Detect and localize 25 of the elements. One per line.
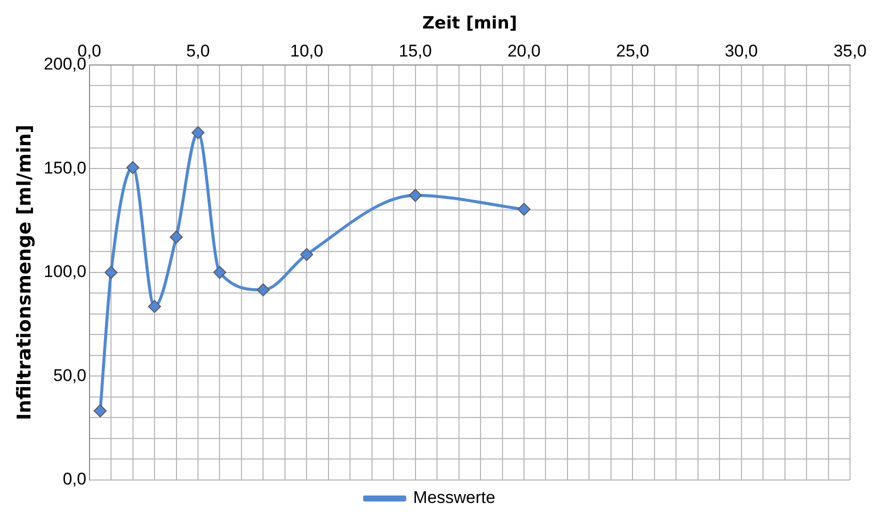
x-axis-title: Zeit [min]: [422, 14, 518, 34]
point: [104, 266, 118, 279]
point: [170, 230, 183, 244]
y-tick-label: 50,0: [53, 366, 86, 385]
y-tick-label: 0,0: [62, 470, 86, 489]
point: [256, 283, 270, 296]
point: [126, 161, 140, 174]
point: [94, 404, 107, 418]
point: [518, 202, 531, 216]
point: [408, 188, 422, 202]
x-tick-label: 20,0: [507, 41, 541, 60]
legend-label: Messwerte: [413, 488, 496, 508]
x-tick-label: 15,0: [398, 41, 432, 60]
point: [192, 126, 205, 140]
x-tick-label: 10,0: [290, 41, 324, 60]
x-tick-label: 25,0: [616, 41, 650, 60]
y-tick-label: 150,0: [44, 158, 86, 178]
point: [213, 266, 226, 279]
point: [300, 248, 314, 262]
point: [148, 300, 162, 313]
x-tick-label: 30,0: [724, 41, 758, 60]
x-tick-label: 5,0: [186, 41, 210, 60]
y-tick-label: 100,0: [44, 262, 86, 282]
x-tick-label: 35,0: [833, 41, 867, 60]
y-axis-title: Infiltrationsmenge [ml/min]: [13, 124, 36, 420]
